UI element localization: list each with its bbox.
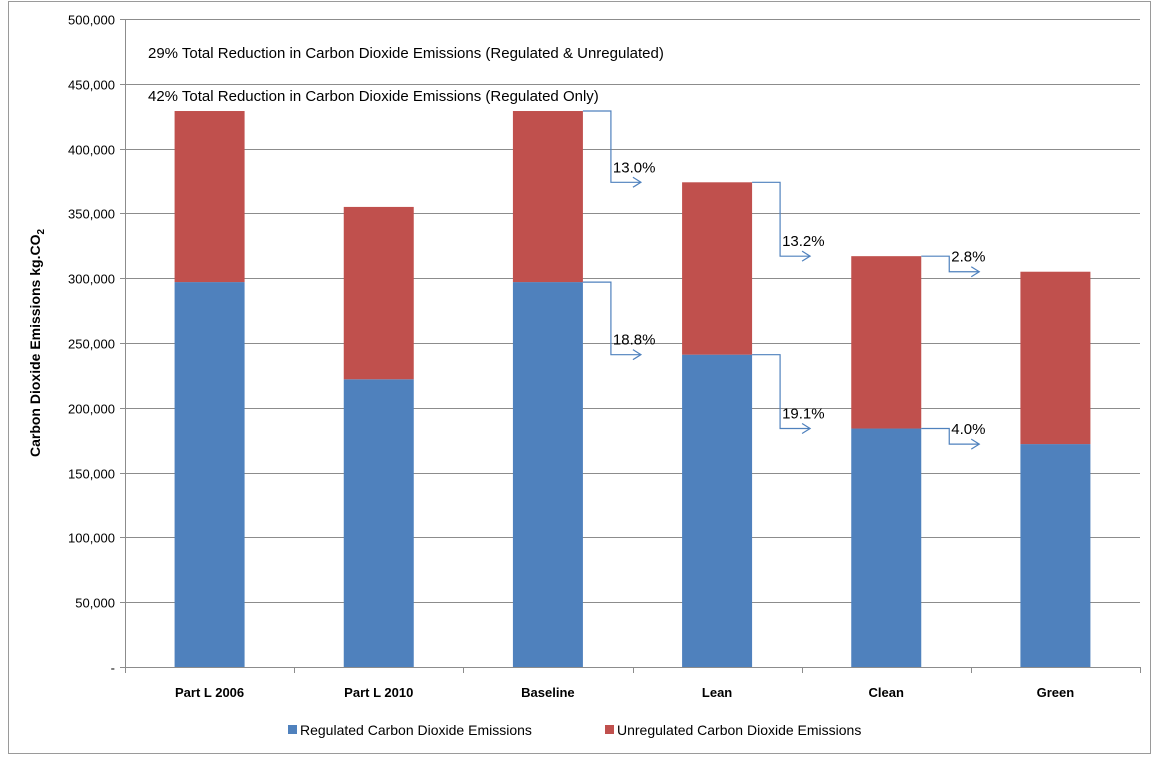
bar-unregulated — [174, 111, 245, 283]
y-tick-label: - — [111, 661, 115, 676]
regulated-step-label: 19.1% — [782, 406, 825, 423]
legend-swatch — [605, 725, 614, 734]
legend-label: Regulated Carbon Dioxide Emissions — [300, 722, 532, 738]
y-tick-label: 300,000 — [68, 272, 115, 287]
total-step-arrow — [752, 181, 811, 257]
regulated-step-arrow — [582, 281, 641, 356]
gridlines — [125, 19, 1140, 603]
regulated-step-label: 4.0% — [951, 421, 985, 438]
total-step-arrowhead — [632, 176, 643, 188]
regulated-step-arrowhead — [970, 438, 981, 450]
regulated-step-label: 18.8% — [613, 332, 656, 349]
y-axis-label: Carbon Dioxide Emissions kg.CO2 — [27, 229, 47, 458]
axes: - 50,000 100,000 150,000 200,000 250,000 300,0… — [68, 13, 1141, 700]
bar-regulated — [1020, 444, 1091, 667]
x-tick-label: Baseline — [521, 685, 574, 700]
legend: Regulated Carbon Dioxide Emissions Unregu… — [288, 722, 861, 738]
x-tick-label: Part L 2010 — [344, 685, 413, 700]
x-tick-label: Green — [1037, 685, 1075, 700]
total-step-arrow — [582, 110, 641, 183]
y-tick-label: 400,000 — [68, 143, 115, 158]
y-axis-label-subscript: 2 — [36, 229, 47, 235]
y-tick-label: 350,000 — [68, 207, 115, 222]
regulated-step-arrowhead — [632, 349, 643, 361]
bar-unregulated — [1020, 271, 1091, 445]
total-step-label: 2.8% — [951, 249, 985, 266]
total-step-arrow — [921, 255, 980, 273]
bars — [174, 111, 1091, 667]
total-step-label: 13.2% — [782, 233, 825, 250]
total-step-arrowhead — [801, 250, 812, 262]
y-tick-label: 450,000 — [68, 78, 115, 93]
y-tick-label: 100,000 — [68, 531, 115, 546]
total-step-arrowhead — [970, 266, 981, 278]
chart-texts: Carbon Dioxide Emissions kg.CO2 29% Total… — [27, 45, 985, 457]
legend-label: Unregulated Carbon Dioxide Emissions — [617, 722, 861, 738]
bar-regulated — [851, 428, 922, 667]
annotation-regulated-reduction: 42% Total Reduction in Carbon Dioxide Em… — [148, 88, 599, 105]
bar-regulated — [174, 282, 245, 667]
bar-unregulated — [682, 182, 753, 355]
bar-unregulated — [343, 206, 414, 380]
bar-regulated — [343, 379, 414, 667]
x-tick-label: Clean — [869, 685, 904, 700]
y-tick-label: 500,000 — [68, 13, 115, 28]
x-tick-label: Part L 2006 — [175, 685, 244, 700]
bar-regulated — [512, 282, 583, 667]
y-tick-label: 50,000 — [75, 596, 115, 611]
regulated-step-arrowhead — [801, 423, 812, 435]
annotation-total-reduction: 29% Total Reduction in Carbon Dioxide Em… — [148, 45, 664, 62]
x-tick-label: Lean — [702, 685, 732, 700]
regulated-step-arrow — [752, 354, 811, 430]
total-step-label: 13.0% — [613, 159, 656, 176]
bar-unregulated — [512, 111, 583, 283]
step-arrows — [582, 110, 981, 450]
bar-unregulated — [851, 256, 922, 429]
regulated-step-arrow — [921, 427, 980, 445]
y-tick-label: 150,000 — [68, 467, 115, 482]
bar-regulated — [682, 354, 753, 667]
y-tick-label: 250,000 — [68, 337, 115, 352]
y-tick-label: 200,000 — [68, 402, 115, 417]
legend-swatch — [288, 725, 297, 734]
y-axis-label-main: Carbon Dioxide Emissions kg.CO — [27, 234, 43, 457]
